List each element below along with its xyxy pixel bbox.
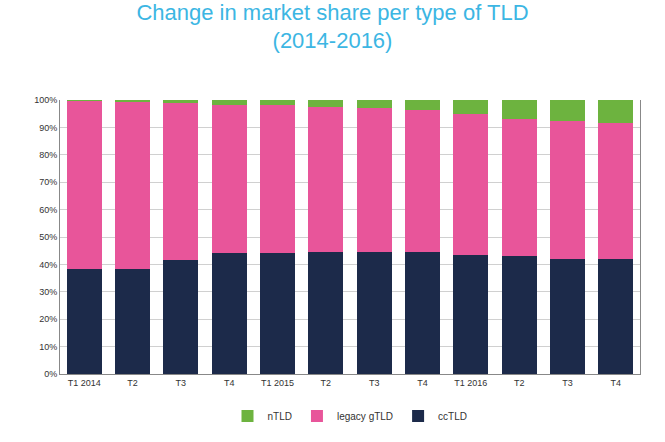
svg-text:T3: T3 <box>176 378 187 388</box>
svg-text:T1 2014: T1 2014 <box>68 378 101 388</box>
svg-text:T4: T4 <box>417 378 428 388</box>
svg-text:T4: T4 <box>224 378 235 388</box>
svg-text:T1 2016: T1 2016 <box>454 378 487 388</box>
svg-text:60%: 60% <box>39 205 57 215</box>
svg-text:nTLD: nTLD <box>268 411 292 422</box>
svg-text:T2: T2 <box>127 378 138 388</box>
svg-text:30%: 30% <box>39 287 57 297</box>
svg-text:0%: 0% <box>44 369 57 379</box>
svg-text:T2: T2 <box>514 378 525 388</box>
svg-text:legacy gTLD: legacy gTLD <box>337 411 393 422</box>
svg-text:100%: 100% <box>34 95 57 105</box>
svg-text:T4: T4 <box>611 378 622 388</box>
svg-text:40%: 40% <box>39 260 57 270</box>
svg-text:T3: T3 <box>369 378 380 388</box>
svg-text:90%: 90% <box>39 123 57 133</box>
svg-text:50%: 50% <box>39 232 57 242</box>
svg-text:ccTLD: ccTLD <box>438 411 467 422</box>
svg-text:T1 2015: T1 2015 <box>261 378 294 388</box>
svg-text:T2: T2 <box>321 378 332 388</box>
svg-text:80%: 80% <box>39 150 57 160</box>
svg-text:T3: T3 <box>562 378 573 388</box>
svg-text:Change in market share per typ: Change in market share per type of TLD(2… <box>136 0 528 53</box>
svg-text:10%: 10% <box>39 342 57 352</box>
svg-text:20%: 20% <box>39 314 57 324</box>
svg-text:70%: 70% <box>39 177 57 187</box>
